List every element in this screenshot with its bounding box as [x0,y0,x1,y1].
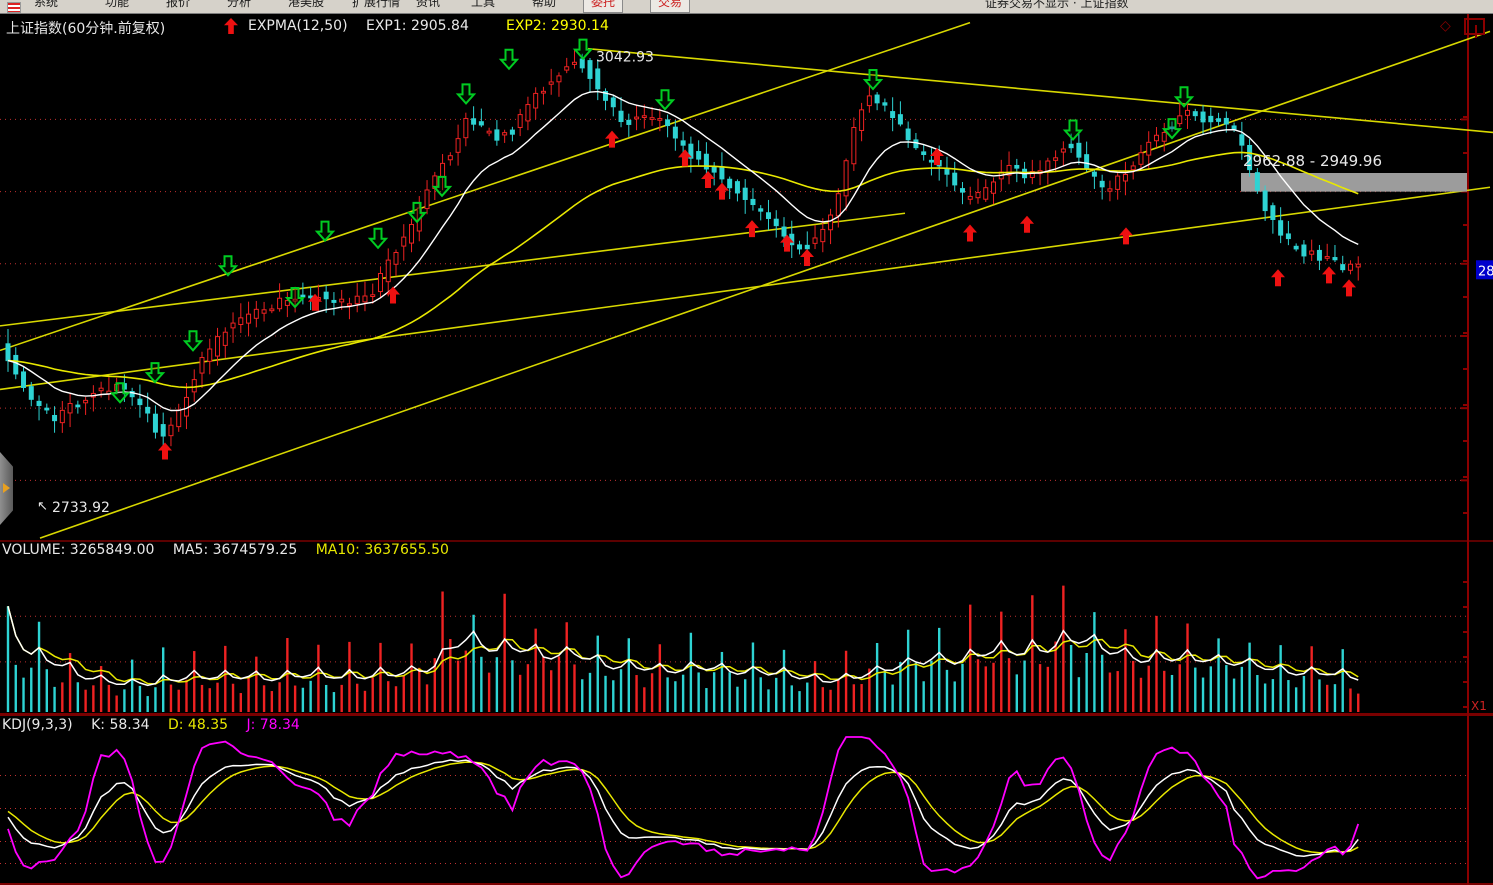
buy-signal-arrow [386,286,400,304]
expand-arrow-icon [3,483,10,493]
kdj-params-label: KDJ(9,3,3) [2,717,73,733]
peak-price-label: 3042.93 [596,49,654,65]
sell-signal-arrow [572,38,594,61]
volume-ma5-line [7,606,1359,687]
up-arrow-icon [224,18,238,34]
kdj-j-line [7,736,1360,880]
menu-bar: 系统 功能 报价 分析 港美股 扩展行情 资讯 工具 帮助 委托 交易 证券交易不显示 · 上证指数 [0,0,1493,14]
buy-signal-arrow [308,293,322,311]
volume-ma5-value: MA5: 3674579.25 [172,542,298,558]
side-panel-expand-handle[interactable] [0,452,13,525]
menu-item-4[interactable]: 分析 [227,0,252,9]
sell-signal-arrow [1173,86,1195,108]
trend-line[interactable] [0,186,1491,391]
sell-signal-arrow [314,220,336,243]
low-callout-arrow-icon: ↖ [37,499,48,514]
sell-signal-arrow [367,227,389,250]
expma12-line [7,90,1359,412]
sell-signal-arrow [284,286,306,309]
kdj-d-line [7,761,1359,854]
kdj-d-line [7,761,1359,854]
last-price-badge-value: 289 [1478,264,1493,279]
exp1-value: EXP1: 2905.84 [366,18,469,34]
kdj-d-value: D: 48.35 [167,717,229,733]
menu-hot-item-2[interactable]: 交易 [650,0,691,13]
kdj-pane-header: KDJ(9,3,3) K: 58.34 D: 48.35 J: 78.34 [2,717,314,733]
sell-signal-arrow [109,382,131,404]
menu-item-9[interactable]: 帮助 [532,0,557,9]
buy-signal-arrow [605,130,619,148]
buy-signal-arrow [1342,279,1356,297]
trend-line[interactable] [0,212,906,327]
sell-signal-arrow [1062,119,1084,142]
trend-line[interactable] [39,30,1491,539]
sell-signal-arrow [182,330,204,352]
sell-signal-arrow [431,175,453,198]
trend-low-price-label: 2733.92 [52,500,110,516]
buy-signal-arrow [963,224,977,242]
menu-item-5[interactable]: 港美股 [288,0,325,9]
sell-signal-arrow [406,201,428,224]
sell-signal-arrow [654,89,676,111]
annotations: 3042.93 ↖ 2733.92 2962.88 - 2949.96 289 X1 [37,49,1493,713]
app-icon[interactable] [7,2,21,13]
kdj-j-value: J: 78.34 [246,717,300,733]
kdj-k-line [7,759,1359,857]
volume-ma10-value: MA10: 3637655.50 [315,542,449,558]
buy-signal-arrow [715,182,729,200]
sell-signal-arrow [498,48,520,71]
sell-signal-arrows [109,38,1195,404]
menu-item-7[interactable]: 资讯 [416,0,441,9]
trend-line[interactable] [0,21,971,352]
sell-signal-arrow [862,68,884,91]
last-price-badge [1476,260,1493,280]
buy-signal-arrow [1020,215,1034,233]
gridlines [0,116,1468,864]
sell-signal-arrow [455,83,477,105]
kdj-k-value: K: 58.34 [91,717,150,733]
buy-signal-arrow [930,147,944,165]
buy-signal-arrow [158,442,172,460]
buy-signal-arrow [1119,227,1133,245]
menu-item-1[interactable]: 系统 [34,0,59,9]
menu-hot-item-1[interactable]: 委托 [583,0,624,13]
menu-item-2[interactable]: 功能 [105,0,130,9]
sell-signal-arrow [217,255,239,277]
kdj-k-line [7,759,1359,857]
symbol-period-label: 上证指数(60分钟.前复权) [6,21,166,37]
trend-lines [0,21,1493,539]
expma12-line [7,90,1359,412]
menu-item-6[interactable]: 扩展行情 [352,0,401,9]
gap-range-label: 2962.88 - 2949.96 [1243,152,1382,170]
buy-signal-arrow [1322,266,1336,284]
diamond-icon[interactable]: ◇ [1440,18,1451,34]
volume-value: VOLUME: 3265849.00 [2,542,155,558]
buy-signal-arrow [780,234,794,252]
menu-item-3[interactable]: 报价 [166,0,191,9]
sell-signal-arrow [1161,118,1183,140]
volume-ma5-line [7,606,1359,687]
buy-signal-arrow [701,171,715,189]
volume-pane-header: VOLUME: 3265849.00 MA5: 3674579.25 MA10:… [2,542,463,558]
buy-signal-arrow [678,149,692,167]
trend-line[interactable] [587,47,1493,134]
exp2-value: EXP2: 2930.14 [506,18,609,34]
volume-bars [6,585,1360,712]
chart-title-bar: 上证指数(60分钟.前复权) EXPMA(12,50) EXP1: 2905.8… [0,13,1493,40]
split-window-icon[interactable] [1464,18,1485,38]
menu-item-8[interactable]: 工具 [471,0,496,9]
sell-signal-arrow [144,362,166,384]
indicator-label: EXPMA(12,50) [248,18,348,34]
buy-signal-arrow [800,249,814,267]
price-range-box [1241,173,1467,192]
volume-axis-multiplier: X1 [1471,699,1487,713]
pane-separators [0,13,1493,885]
buy-signal-arrows [158,130,1356,460]
buy-signal-arrow [745,220,759,238]
menu-right-status: 证券交易不显示 · 上证指数 [985,0,1129,10]
kdj-j-line [7,736,1360,880]
buy-signal-arrow [1271,269,1285,287]
